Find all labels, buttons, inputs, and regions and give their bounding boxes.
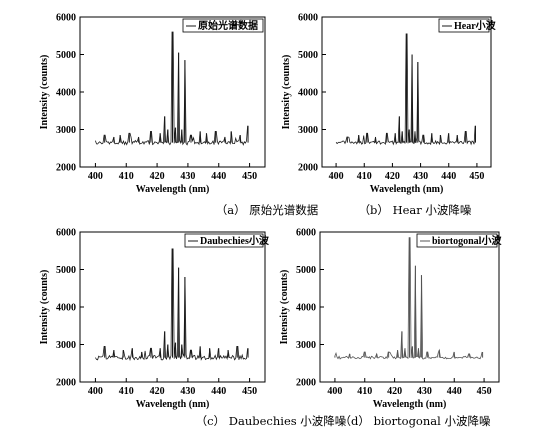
panel-caption: （d） biortogonal 小波降噪 — [340, 414, 491, 428]
x-tick-label: 430 — [413, 171, 428, 182]
legend: Daubechies小波 — [184, 233, 270, 248]
y-tick-label: 3000 — [56, 125, 76, 136]
panel-caption: （b） Hear 小波降噪 — [359, 203, 472, 217]
legend-label: Hear小波 — [454, 19, 497, 32]
x-axis-label: Wavelength (nm) — [136, 184, 210, 195]
y-tick-label: 2000 — [56, 163, 76, 174]
x-tick-label: 410 — [119, 171, 134, 182]
y-tick-label: 2000 — [56, 378, 76, 389]
x-tick-label: 410 — [357, 386, 372, 397]
y-tick-label: 4000 — [56, 303, 76, 314]
y-tick-label: 5000 — [56, 265, 76, 276]
x-tick-label: 450 — [242, 171, 257, 182]
x-axis-label: Wavelength (nm) — [370, 184, 444, 195]
y-tick-label: 4000 — [56, 88, 76, 99]
legend-box — [182, 18, 264, 33]
x-tick-label: 400 — [327, 386, 342, 397]
chart-panel-3: 400 410 420 430 440 450 2000 3000 4000 5000 6000 Wa… — [39, 228, 347, 429]
y-tick-label: 5000 — [56, 50, 76, 61]
legend-box — [416, 233, 498, 248]
legend-label: Daubechies小波 — [200, 234, 270, 247]
x-tick-label: 410 — [357, 171, 372, 182]
legend: Hear小波 — [438, 18, 497, 33]
y-axis-label: Intensity (counts) — [39, 270, 50, 345]
x-tick-label: 410 — [119, 386, 134, 397]
y-tick-label: 4000 — [296, 303, 316, 314]
y-tick-label: 2000 — [296, 378, 316, 389]
y-tick-label: 6000 — [296, 228, 316, 239]
y-axis-label: Intensity (counts) — [39, 55, 50, 130]
chart-panel-1: 400 410 420 430 440 450 2000 3000 4000 5000 6000 Wa… — [39, 13, 319, 218]
y-tick-label: 2000 — [298, 163, 318, 174]
legend: 原始光谱数据 — [182, 18, 264, 33]
spectrum-line-1 — [95, 31, 248, 146]
chart-panel-4: 400 410 420 430 440 450 2000 3000 4000 5000 6000 Wa… — [279, 228, 502, 429]
y-tick-label: 3000 — [298, 125, 318, 136]
y-axis-label: Intensity (counts) — [281, 55, 292, 130]
x-tick-label: 440 — [211, 171, 226, 182]
spectrum-line-3 — [95, 248, 248, 362]
panel-caption: （c） Daubechies 小波降噪 — [196, 414, 347, 428]
y-tick-label: 3000 — [56, 340, 76, 351]
legend: biortogonal小波 — [416, 233, 502, 248]
y-tick-label: 4000 — [298, 88, 318, 99]
x-tick-label: 440 — [447, 386, 462, 397]
x-tick-label: 400 — [88, 171, 103, 182]
legend-label: 原始光谱数据 — [198, 19, 258, 32]
x-tick-label: 400 — [88, 386, 103, 397]
y-tick-label: 5000 — [298, 50, 318, 61]
x-tick-label: 450 — [469, 171, 484, 182]
x-tick-label: 430 — [180, 171, 195, 182]
x-tick-label: 420 — [150, 171, 165, 182]
legend-box — [184, 233, 264, 248]
x-axis-label: Wavelength (nm) — [136, 399, 210, 410]
legend-label: biortogonal小波 — [432, 234, 502, 247]
x-tick-label: 420 — [387, 386, 402, 397]
x-tick-label: 440 — [211, 386, 226, 397]
x-tick-label: 450 — [242, 386, 257, 397]
x-tick-label: 430 — [180, 386, 195, 397]
spectrum-line-2 — [335, 33, 476, 146]
panel-caption: （a） 原始光谱数据 — [216, 203, 319, 217]
x-tick-label: 420 — [150, 386, 165, 397]
spectrum-line-4 — [334, 237, 483, 360]
y-axis-label: Intensity (counts) — [279, 270, 290, 345]
x-tick-label: 430 — [417, 386, 432, 397]
y-tick-label: 6000 — [298, 13, 318, 24]
y-tick-label: 5000 — [296, 265, 316, 276]
y-tick-label: 6000 — [56, 13, 76, 24]
x-tick-label: 450 — [477, 386, 492, 397]
x-tick-label: 420 — [385, 171, 400, 182]
x-axis-label: Wavelength (nm) — [373, 399, 447, 410]
y-tick-label: 6000 — [56, 228, 76, 239]
y-tick-label: 3000 — [296, 340, 316, 351]
legend-box — [438, 18, 490, 33]
x-tick-label: 400 — [329, 171, 344, 182]
x-tick-label: 440 — [441, 171, 456, 182]
chart-panel-2: 400 410 420 430 440 450 2000 3000 4000 5000 6000 Wa… — [281, 13, 497, 218]
